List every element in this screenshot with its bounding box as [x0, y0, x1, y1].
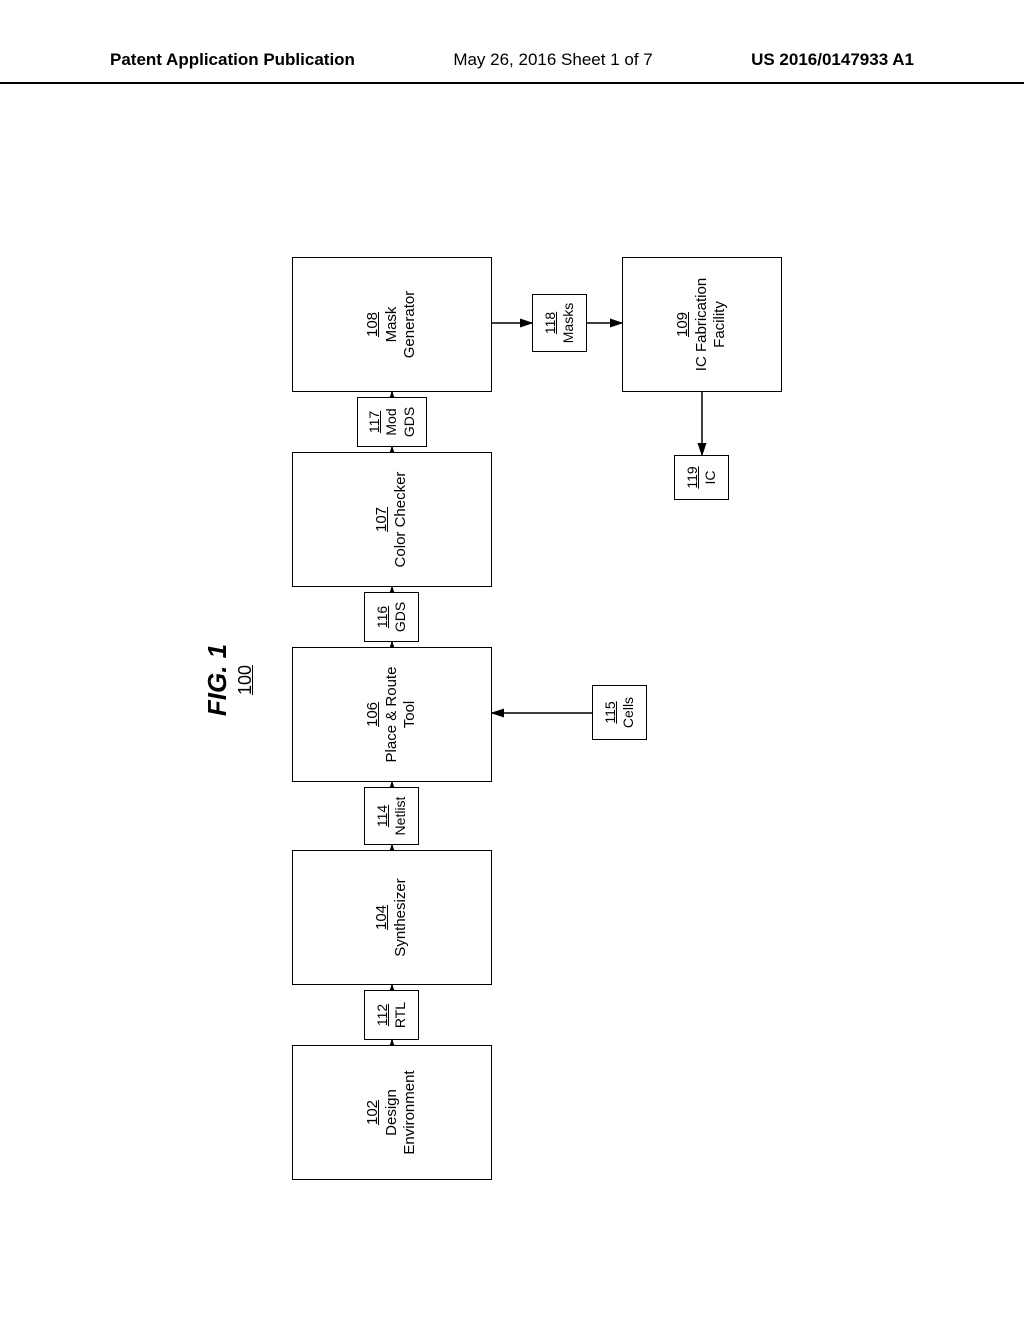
node-ref: 106: [364, 702, 383, 727]
node-label-line: GDS: [392, 602, 410, 632]
node-label-line: Netlist: [392, 797, 410, 836]
header-left: Patent Application Publication: [110, 50, 355, 70]
node-label-line: Masks: [560, 303, 578, 343]
node-fab: 109IC FabricationFacility: [622, 257, 782, 392]
node-mod-gds: 117ModGDS: [357, 397, 427, 447]
node-label-line: IC Fabrication: [693, 278, 712, 371]
node-label-line: Tool: [401, 701, 420, 729]
node-label-line: Environment: [401, 1070, 420, 1154]
node-ref: 107: [373, 507, 392, 532]
node-ref: 114: [374, 805, 392, 827]
node-label-line: Facility: [711, 301, 730, 348]
node-netlist: 114Netlist: [364, 787, 419, 845]
node-ref: 118: [542, 312, 560, 334]
node-ref: 112: [374, 1004, 392, 1026]
node-label-line: Synthesizer: [392, 878, 411, 956]
page-header: Patent Application Publication May 26, 2…: [0, 50, 1024, 84]
node-gds: 116GDS: [364, 592, 419, 642]
node-masks: 118Masks: [532, 294, 587, 352]
node-ref: 115: [602, 701, 620, 723]
figure-title-text: FIG. 1: [202, 644, 232, 716]
node-ref: 117: [366, 411, 384, 433]
node-label-line: Cells: [620, 697, 638, 728]
node-pnr: 106Place & RouteTool: [292, 647, 492, 782]
node-synth: 104Synthesizer: [292, 850, 492, 985]
node-mask-gen: 108MaskGenerator: [292, 257, 492, 392]
node-label-line: Color Checker: [392, 472, 411, 568]
node-label-line: Design: [383, 1089, 402, 1136]
node-ref: 104: [373, 905, 392, 930]
figure-title: FIG. 1 100: [202, 644, 256, 716]
node-ref: 119: [684, 466, 702, 488]
node-ref: 116: [374, 606, 392, 628]
node-ref: 108: [364, 312, 383, 337]
node-label-line: Generator: [401, 291, 420, 359]
figure-number: 100: [235, 644, 256, 716]
figure-1-diagram: FIG. 1 100 102DesignEnvironment112RTL104…: [202, 180, 822, 1180]
node-label-line: Mod: [383, 408, 401, 435]
node-ref: 102: [364, 1100, 383, 1125]
node-label-line: IC: [702, 471, 720, 485]
node-ic: 119IC: [674, 455, 729, 500]
node-label-line: Place & Route: [383, 667, 402, 763]
header-center: May 26, 2016 Sheet 1 of 7: [453, 50, 652, 70]
node-cells: 115Cells: [592, 685, 647, 740]
node-color-checker: 107Color Checker: [292, 452, 492, 587]
node-design-env: 102DesignEnvironment: [292, 1045, 492, 1180]
node-label-line: Mask: [383, 307, 402, 343]
node-label-line: GDS: [401, 407, 419, 437]
node-rtl: 112RTL: [364, 990, 419, 1040]
header-right: US 2016/0147933 A1: [751, 50, 914, 70]
node-ref: 109: [674, 312, 693, 337]
node-label-line: RTL: [392, 1002, 410, 1028]
